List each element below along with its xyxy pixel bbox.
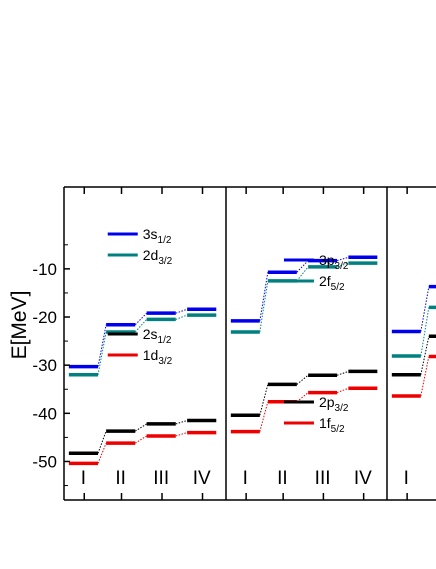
level-connector — [97, 324, 107, 367]
x-category-label: IV — [193, 468, 211, 489]
level-connector — [420, 336, 430, 375]
level-connector — [97, 331, 107, 375]
x-category-label: II — [115, 468, 126, 489]
legend-label: 3p3/2 — [319, 252, 349, 272]
x-category-label: I — [243, 468, 248, 489]
legend-label: 2d3/2 — [143, 247, 173, 267]
legend-label: 1f5/2 — [319, 415, 345, 435]
level-connector — [296, 374, 309, 385]
y-axis-label: E[MeV] — [8, 291, 31, 360]
legend-label: 1d3/2 — [143, 347, 173, 367]
level-connector — [135, 435, 147, 444]
x-category-label: III — [315, 468, 331, 489]
level-connector — [175, 314, 188, 320]
level-connector — [296, 392, 309, 403]
level-connector — [259, 384, 269, 416]
level-connector — [175, 432, 188, 437]
plot-frame — [63, 186, 436, 501]
y-tick-label: -10 — [32, 260, 57, 279]
level-connector — [296, 266, 309, 282]
x-category-label: I — [404, 468, 409, 489]
axis-layer: -10-20-30-40-50I II III IV I II III IV I — [32, 187, 409, 500]
level-connector — [336, 387, 349, 394]
x-category-label: IV — [354, 468, 372, 489]
level-connector — [336, 256, 349, 262]
level-connector — [259, 280, 269, 333]
y-tick-label: -30 — [32, 356, 57, 375]
level-connector — [97, 430, 107, 454]
y-tick-label: -20 — [32, 308, 57, 327]
level-connector — [336, 370, 349, 376]
level-connector — [420, 356, 430, 397]
legend-label: 2p3/2 — [319, 394, 349, 414]
level-connector — [420, 286, 430, 332]
level-connector — [134, 312, 147, 326]
y-tick-label: -40 — [32, 404, 57, 423]
level-connector — [259, 401, 269, 432]
level-connector — [175, 308, 188, 314]
level-connector — [97, 442, 107, 464]
level-connector — [296, 260, 309, 273]
x-category-label: III — [153, 468, 169, 489]
level-connector — [135, 423, 147, 432]
level-connector — [336, 262, 349, 268]
x-category-label: I — [81, 468, 86, 489]
legend-label: 3s1/2 — [143, 226, 172, 246]
level-connector — [420, 307, 430, 357]
level-connector — [175, 420, 188, 425]
x-category-label: II — [277, 468, 288, 489]
legend-label: 2s1/2 — [143, 326, 172, 346]
legend-label: 2f5/2 — [319, 273, 345, 293]
y-tick-label: -50 — [32, 452, 57, 471]
level-connector — [259, 272, 269, 321]
